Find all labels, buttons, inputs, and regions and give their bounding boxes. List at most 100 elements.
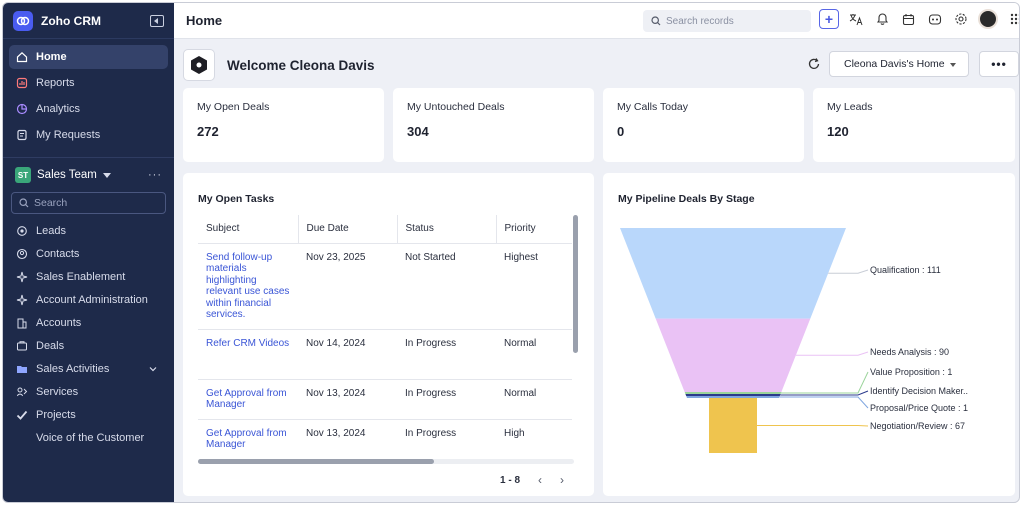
funnel-stage-label: Identify Decision Maker.. bbox=[870, 386, 968, 396]
home-view-select[interactable]: Cleona Davis's Home bbox=[829, 51, 969, 77]
sidebar-item-leads[interactable]: Leads bbox=[9, 220, 168, 241]
table-row: Refer CRM Videos Nov 14, 2024 In Progres… bbox=[198, 329, 572, 380]
kpi-value: 0 bbox=[617, 124, 625, 139]
kpi-value: 272 bbox=[197, 124, 219, 139]
team-switcher[interactable]: ST Sales Team ··· bbox=[3, 162, 174, 188]
funnel-stage-label: Proposal/Price Quote : 1 bbox=[870, 403, 968, 413]
table-row: Get Approval from Manager Nov 13, 2024 I… bbox=[198, 419, 572, 459]
funnel-stage[interactable] bbox=[685, 394, 781, 396]
welcome-bar: Welcome Cleona Davis Cleona Davis's Home… bbox=[183, 47, 1019, 83]
contacts-icon bbox=[15, 247, 28, 260]
sidebar-item-deals[interactable]: Deals bbox=[9, 335, 168, 356]
pagination: 1 - 8 ‹ › bbox=[500, 473, 564, 487]
gear-icon[interactable] bbox=[952, 11, 969, 28]
translate-icon[interactable] bbox=[848, 11, 865, 28]
horizontal-scrollbar[interactable] bbox=[198, 459, 434, 464]
top-icon-bar: + bbox=[819, 9, 1019, 29]
task-priority-cell: Normal bbox=[496, 329, 572, 380]
prev-page-icon[interactable]: ‹ bbox=[538, 473, 543, 487]
task-subject-link[interactable]: Get Approval from Manager bbox=[206, 387, 287, 411]
bell-icon[interactable] bbox=[874, 11, 891, 28]
next-page-icon[interactable]: › bbox=[560, 473, 565, 487]
nav-analytics[interactable]: Analytics bbox=[9, 97, 168, 121]
column-header-due-date[interactable]: Due Date bbox=[298, 215, 398, 244]
panel-title: My Open Tasks bbox=[198, 193, 275, 205]
column-header-priority[interactable]: Priority bbox=[496, 215, 572, 244]
kpi-label: My Calls Today bbox=[617, 101, 688, 113]
sidebar-divider bbox=[3, 157, 174, 158]
sidebar-item-label: Deals bbox=[36, 339, 65, 352]
create-button[interactable]: + bbox=[819, 9, 839, 29]
module-nav: Leads Contacts Sales Enablement Account … bbox=[3, 220, 174, 454]
sidebar-item-sales-activities[interactable]: Sales Activities bbox=[9, 358, 168, 379]
funnel-leader-line bbox=[780, 371, 869, 394]
kpi-card-untouched-deals[interactable]: My Untouched Deals 304 bbox=[393, 88, 594, 162]
column-header-status[interactable]: Status bbox=[397, 215, 497, 244]
folder-icon bbox=[15, 362, 28, 375]
funnel-stage-label: Qualification : 111 bbox=[870, 265, 941, 275]
nav-home[interactable]: Home bbox=[9, 45, 168, 69]
task-subject-link[interactable]: Refer CRM Videos bbox=[206, 337, 290, 349]
column-header-subject[interactable]: Subject bbox=[198, 215, 299, 244]
nav-label: Reports bbox=[36, 77, 75, 89]
kpi-card-my-leads[interactable]: My Leads 120 bbox=[813, 88, 1015, 162]
check-icon bbox=[15, 408, 28, 421]
sidebar-item-sales-enablement[interactable]: Sales Enablement bbox=[9, 266, 168, 287]
funnel-stage[interactable] bbox=[684, 392, 782, 394]
sidebar-item-label: Accounts bbox=[36, 316, 82, 329]
funnel-stage[interactable] bbox=[686, 396, 780, 398]
vertical-scrollbar[interactable] bbox=[573, 215, 578, 353]
kpi-label: My Open Deals bbox=[197, 101, 270, 113]
sidebar-search-input[interactable]: Search bbox=[11, 192, 166, 214]
apps-grid-icon[interactable] bbox=[1007, 11, 1019, 28]
task-subject-link[interactable]: Get Approval from Manager bbox=[206, 427, 287, 451]
funnel-leader-line bbox=[757, 425, 869, 427]
app-name: Zoho CRM bbox=[41, 13, 101, 28]
chevron-down-icon bbox=[950, 63, 956, 67]
sidebar-item-projects[interactable]: Projects bbox=[9, 404, 168, 425]
kpi-card-calls-today[interactable]: My Calls Today 0 bbox=[603, 88, 804, 162]
task-priority-cell: Highest bbox=[496, 243, 572, 330]
team-badge: ST bbox=[15, 167, 31, 183]
calendar-icon[interactable] bbox=[900, 11, 917, 28]
tasks-table-wrapper: Subject Due Date Status Priority Send fo… bbox=[198, 215, 572, 459]
sidebar-item-label: Projects bbox=[36, 408, 76, 421]
collapse-sidebar-icon[interactable] bbox=[150, 14, 164, 27]
kpi-card-open-deals[interactable]: My Open Deals 272 bbox=[183, 88, 384, 162]
search-records-input[interactable]: Search records bbox=[643, 10, 811, 32]
nav-reports[interactable]: Reports bbox=[9, 71, 168, 95]
sidebar-item-label: Services bbox=[36, 385, 79, 398]
task-subject-link[interactable]: Send follow-up materials highlighting re… bbox=[206, 251, 290, 321]
sidebar-item-account-administration[interactable]: Account Administration bbox=[9, 289, 168, 310]
zoho-crm-logo-icon bbox=[13, 10, 33, 31]
funnel-stage[interactable] bbox=[655, 318, 811, 392]
top-bar: Home Search records + bbox=[174, 3, 1019, 39]
more-options-button[interactable]: ••• bbox=[979, 51, 1019, 77]
user-avatar[interactable] bbox=[978, 9, 998, 29]
chevron-down-icon bbox=[149, 366, 157, 371]
sidebar-item-label: Voice of the Customer bbox=[36, 431, 145, 444]
nav-label: Analytics bbox=[36, 103, 81, 115]
table-row: Send follow-up materials highlighting re… bbox=[198, 243, 572, 330]
home-icon bbox=[15, 51, 28, 64]
refresh-icon[interactable] bbox=[806, 56, 822, 72]
sparkle-icon bbox=[15, 293, 28, 306]
team-more-button[interactable]: ··· bbox=[148, 169, 162, 181]
funnel-stage[interactable] bbox=[709, 398, 757, 453]
task-due-cell: Nov 14, 2024 bbox=[298, 329, 397, 380]
sidebar-item-services[interactable]: Services bbox=[9, 381, 168, 402]
assistant-icon[interactable] bbox=[926, 11, 943, 28]
pipeline-panel: My Pipeline Deals By Stage Qualification… bbox=[603, 173, 1015, 496]
sparkle-icon bbox=[15, 270, 28, 283]
sidebar-item-voice-of-the-customer[interactable]: Voice of the Customer bbox=[9, 427, 168, 448]
search-placeholder: Search records bbox=[666, 15, 734, 27]
task-status-cell: In Progress bbox=[397, 379, 496, 420]
sidebar-item-accounts[interactable]: Accounts bbox=[9, 312, 168, 333]
sidebar-item-label: Account Administration bbox=[36, 293, 148, 306]
top-nav: Home Reports Analytics My Requests bbox=[3, 39, 174, 153]
nav-my-requests[interactable]: My Requests bbox=[9, 123, 168, 147]
sidebar-item-contacts[interactable]: Contacts bbox=[9, 243, 168, 264]
funnel-stage[interactable] bbox=[620, 228, 846, 319]
task-subject-cell: Get Approval from Manager bbox=[198, 379, 298, 420]
